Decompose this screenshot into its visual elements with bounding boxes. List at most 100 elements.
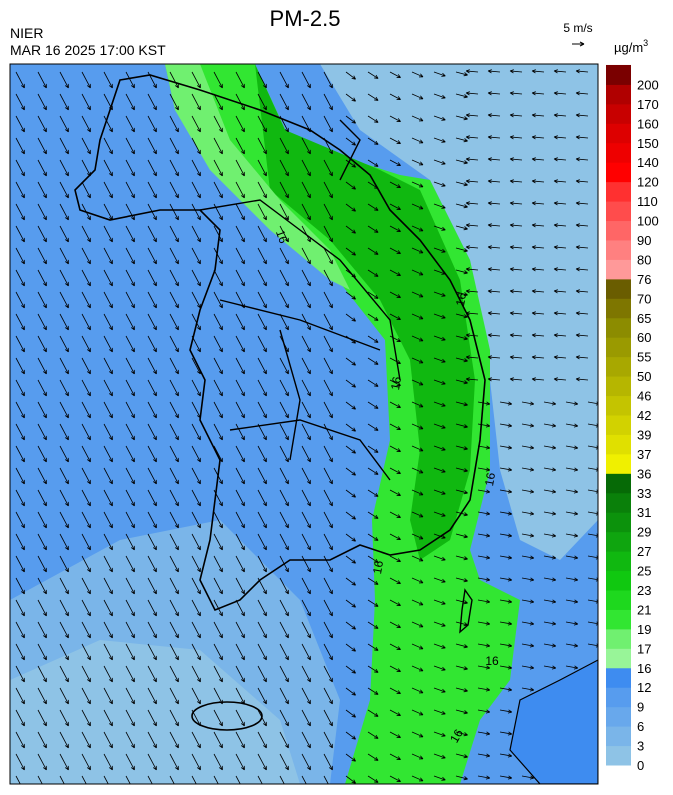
wind-arrow — [553, 355, 567, 360]
wind-arrow — [543, 511, 557, 516]
wind-arrow — [257, 203, 267, 221]
wind-arrow — [455, 445, 468, 451]
wind-arrow — [531, 113, 545, 118]
colorbar-label: 9 — [637, 700, 644, 715]
colorbar-label: 31 — [637, 505, 651, 520]
wind-arrow — [411, 313, 424, 320]
wind-arrow — [553, 223, 567, 228]
wind-arrow — [191, 687, 201, 705]
wind-arrow — [455, 181, 468, 187]
wind-arrow — [411, 247, 424, 254]
wind-arrow — [345, 665, 356, 674]
wind-arrow — [37, 555, 47, 573]
wind-arrow — [477, 665, 491, 670]
wind-arrow — [15, 379, 25, 397]
wind-arrow — [521, 577, 535, 582]
wind-arrow — [257, 687, 267, 705]
wind-arrow — [37, 445, 47, 463]
wind-arrow — [455, 313, 468, 319]
wind-arrow — [345, 203, 356, 212]
wind-arrow — [125, 203, 135, 221]
wind-arrow — [323, 709, 333, 727]
wind-arrow — [433, 599, 446, 605]
wind-arrow — [37, 687, 47, 705]
wind-arrow — [531, 135, 545, 140]
wind-arrow — [37, 115, 47, 133]
wind-arrow — [301, 335, 311, 353]
wind-arrow — [169, 335, 179, 353]
colorbar-swatch — [606, 473, 631, 494]
wind-arrow — [455, 753, 468, 759]
agency: NIER — [10, 25, 43, 41]
wind-arrow — [191, 621, 201, 639]
wind-arrow — [213, 269, 223, 287]
wind-arrow — [257, 335, 267, 353]
wind-arrow — [465, 135, 479, 140]
wind-arrow — [15, 511, 25, 529]
wind-arrow — [15, 489, 25, 507]
wind-arrow — [499, 621, 513, 626]
wind-arrow — [81, 71, 91, 89]
wind-arrow — [465, 179, 479, 184]
wind-arrow — [323, 291, 333, 309]
contour-label: 16 — [453, 291, 469, 307]
wind-arrow — [37, 93, 47, 111]
wind-arrow — [499, 401, 513, 406]
wind-arrow — [103, 379, 113, 397]
wind-arrow — [565, 445, 579, 450]
wind-arrow — [235, 137, 245, 155]
wind-arrow — [169, 71, 179, 89]
wind-arrow — [125, 555, 135, 573]
wind-arrow — [59, 379, 69, 397]
map: 16 16 16 16 16 16 16 — [10, 64, 598, 784]
wind-arrow — [37, 335, 47, 353]
wind-arrow — [257, 445, 267, 463]
wind-arrow — [103, 511, 113, 529]
wind-arrow — [213, 93, 223, 111]
wind-arrow — [543, 467, 557, 472]
wind-arrow — [301, 423, 311, 441]
wind-arrow — [37, 533, 47, 551]
colorbar-label: 19 — [637, 622, 651, 637]
wind-arrow — [169, 665, 179, 683]
wind-arrow — [411, 93, 424, 100]
wind-arrow — [389, 71, 401, 79]
wind-arrow — [235, 643, 245, 661]
wind-arrow — [169, 159, 179, 177]
wind-arrow — [499, 489, 513, 494]
wind-arrow — [543, 533, 557, 538]
wind-arrow — [345, 511, 356, 520]
wind-arrow — [367, 291, 379, 299]
wind-arrow — [169, 687, 179, 705]
colorbar-swatch — [606, 201, 631, 222]
wind-arrow — [59, 181, 69, 199]
wind-arrow — [499, 665, 513, 670]
wind-arrow — [37, 379, 47, 397]
wind-arrow — [367, 269, 379, 277]
wind-arrow — [213, 247, 223, 265]
wind-arrow — [345, 599, 356, 608]
wind-arrow — [147, 159, 157, 177]
wind-arrow — [411, 687, 424, 694]
wind-arrow — [433, 753, 446, 759]
wind-arrow — [169, 269, 179, 287]
wind-arrow — [169, 313, 179, 331]
wind-arrow — [433, 511, 446, 517]
wind-arrow — [125, 577, 135, 595]
wind-arrow — [147, 181, 157, 199]
wind-arrow — [345, 709, 356, 718]
colorbar-swatch — [606, 395, 631, 416]
wind-arrow — [125, 247, 135, 265]
wind-arrow — [323, 687, 333, 705]
wind-arrow — [345, 731, 356, 740]
wind-arrow — [521, 401, 535, 406]
wind-arrow — [367, 753, 379, 761]
wind-arrow — [521, 555, 535, 560]
wind-arrow — [345, 181, 356, 190]
wind-arrow — [455, 115, 468, 121]
wind-arrow — [411, 225, 424, 232]
wind-arrow — [509, 201, 523, 206]
wind-arrow — [125, 291, 135, 309]
wind-arrow — [257, 291, 267, 309]
